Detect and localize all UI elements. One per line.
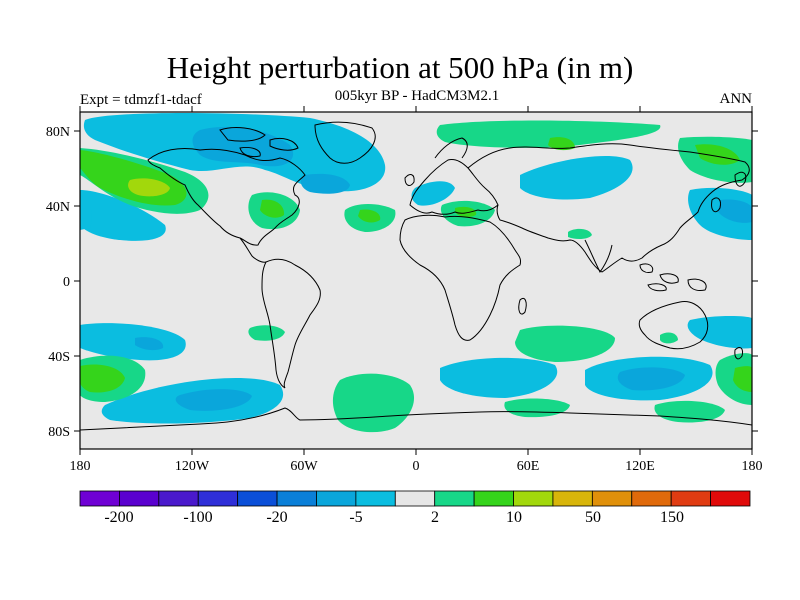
colorbar-label: 10	[506, 509, 522, 526]
colorbar-swatch	[434, 490, 475, 507]
lat-tick-label: 40S	[48, 350, 70, 365]
coast-north-america	[147, 147, 306, 246]
region-south-pacific-east-negative	[687, 315, 752, 349]
coast-asia	[467, 143, 750, 273]
coast-africa	[399, 214, 521, 341]
colorbar-swatch	[276, 490, 317, 507]
lat-tick-label: 80N	[46, 125, 70, 140]
colorbar-swatch	[158, 490, 199, 507]
colorbar-labels: -200 -100 -20 -5 2 10 50 150	[104, 509, 684, 526]
colorbar-swatch	[119, 490, 160, 507]
lat-tick-label: 80S	[48, 425, 70, 440]
lon-axis-labels: 180 120W 60W 0 60E 120E 180	[70, 459, 763, 474]
region-east-asia-core	[718, 199, 752, 223]
region-south-atlantic-positive	[332, 373, 415, 433]
colorbar-swatch	[316, 490, 357, 507]
experiment-label: Expt = tdmzf1-tdacf	[80, 92, 202, 108]
region-north-pacific-core	[128, 178, 170, 197]
coast-india	[584, 239, 613, 273]
lon-tick-label: 60W	[290, 459, 318, 474]
region-mediterranean-core	[455, 206, 477, 218]
region-arctic-canada-core	[192, 126, 294, 167]
colorbar-swatch	[552, 490, 593, 507]
region-arabia-positive	[568, 228, 592, 240]
colorbar-label: -200	[104, 509, 133, 526]
coast-japan	[711, 197, 721, 213]
colorbar-label: -100	[183, 509, 212, 526]
region-europe-negative	[411, 181, 455, 206]
colorbar-label: 2	[431, 509, 439, 526]
lon-tick-label: 120E	[625, 459, 655, 474]
colorbar-swatch	[355, 490, 396, 507]
lon-tick-label: 120W	[175, 459, 210, 474]
colorbar-swatch	[473, 490, 514, 507]
region-south-pacific-east-core	[733, 366, 752, 392]
region-south-pacific-positive-core	[80, 364, 125, 393]
lon-tick-label: 180	[70, 459, 91, 474]
colorbar-swatch	[197, 490, 239, 507]
region-north-pacific-west-negative	[80, 190, 166, 241]
region-tasman-positive	[660, 332, 678, 344]
coast-madagascar	[518, 297, 527, 315]
colorbar-swatch	[631, 490, 672, 507]
coast-south-america	[261, 258, 321, 389]
coast-se-asia-islands	[639, 263, 707, 292]
region-south-atlantic-negative	[440, 357, 558, 398]
colorbar-swatch	[79, 490, 120, 507]
region-south-indian-negative-core	[617, 367, 685, 391]
region-siberia-negative	[520, 155, 633, 200]
region-west-pacific-negative	[80, 195, 92, 230]
coast-greenland	[314, 121, 376, 164]
region-atlantic-core	[358, 209, 381, 223]
lat-tick-label: 40N	[46, 200, 70, 215]
colorbar-swatch	[591, 490, 633, 507]
region-north-atlantic-core	[300, 173, 350, 194]
region-arctic-east-core	[695, 144, 740, 165]
coast-kamchatka	[734, 171, 747, 187]
colorbar-label: 150	[660, 509, 684, 526]
lat-tick-label: 0	[63, 275, 70, 290]
lat-axis-ticks	[74, 130, 758, 432]
region-us-east-core	[260, 199, 285, 218]
colorbar-swatch	[670, 490, 711, 507]
coast-europe	[409, 159, 499, 215]
coast-scandinavia	[434, 137, 468, 159]
lat-axis-labels: 80N 40N 0 40S 80S	[46, 125, 70, 440]
region-greenland-positive	[436, 120, 661, 148]
coast-central-america	[239, 237, 267, 263]
map-title: Height perturbation at 500 hPa (in m)	[166, 50, 634, 85]
colorbar-swatch	[513, 490, 554, 507]
colorbar-swatch	[710, 490, 751, 507]
colorbar-label: -20	[266, 509, 287, 526]
lon-tick-label: 60E	[517, 459, 540, 474]
region-greenland-core	[548, 137, 575, 151]
colorbar	[79, 490, 751, 507]
lon-tick-label: 180	[742, 459, 763, 474]
colorbar-label: -5	[349, 509, 362, 526]
coastlines	[80, 121, 752, 431]
coast-australia	[638, 301, 709, 350]
region-indian-positive	[515, 325, 615, 362]
coast-antarctica	[80, 407, 752, 431]
region-south-pacific-west-negative	[80, 323, 186, 361]
region-south-atlantic-small-positive	[248, 325, 285, 341]
colorbar-swatch	[237, 490, 278, 507]
season-label: ANN	[719, 91, 753, 107]
region-southern-ocean-pacific-core	[175, 389, 252, 411]
colorbar-swatch	[394, 490, 436, 507]
coast-britain	[404, 174, 415, 186]
coast-new-zealand	[734, 347, 743, 360]
coast-arctic-islands	[219, 127, 299, 158]
lon-axis-ticks	[79, 106, 753, 455]
region-south-pacific-west-core	[135, 337, 164, 351]
colorbar-label: 50	[585, 509, 601, 526]
map-subtitle: 005kyr BP - HadCM3M2.1	[334, 88, 500, 104]
lon-tick-label: 0	[413, 459, 420, 474]
